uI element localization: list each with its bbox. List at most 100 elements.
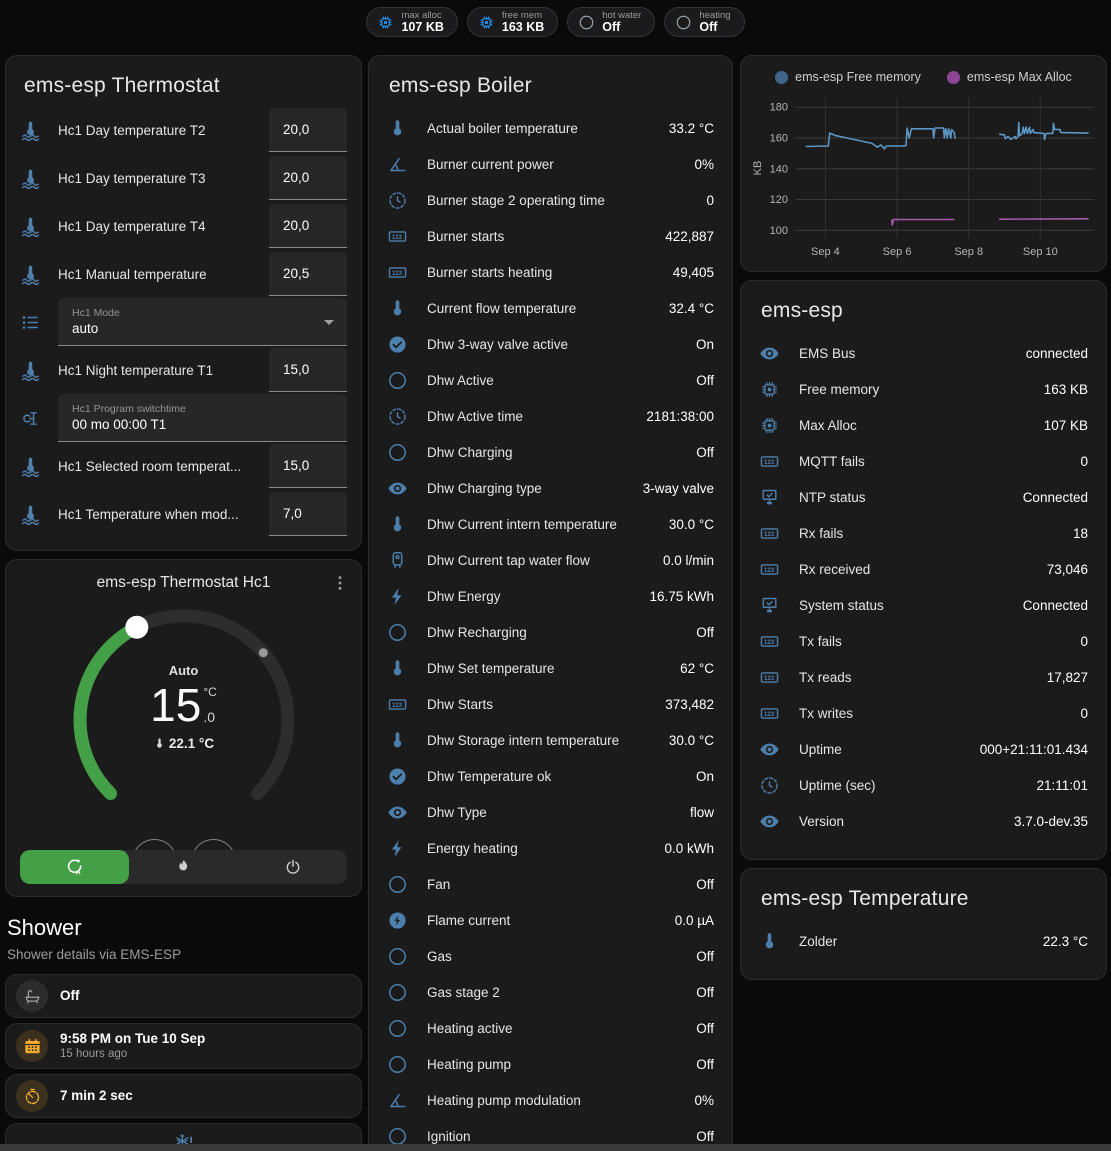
- entity-row[interactable]: Dhw Charging type 3-way valve: [387, 470, 714, 506]
- entity-row[interactable]: Max Alloc 107 KB: [759, 407, 1088, 443]
- circle-icon: [387, 1018, 427, 1039]
- entity-row[interactable]: Dhw Energy 16.75 kWh: [387, 578, 714, 614]
- svg-text:Sep 6: Sep 6: [883, 246, 912, 258]
- entity-row[interactable]: Tx reads 17,827: [759, 659, 1088, 695]
- number-input[interactable]: 20,0: [269, 108, 347, 152]
- mode-heat-button[interactable]: [129, 850, 238, 884]
- shower-state-card[interactable]: Off: [5, 974, 362, 1018]
- input-value: auto: [72, 321, 99, 336]
- entity-row[interactable]: Tx writes 0: [759, 695, 1088, 731]
- entity-row[interactable]: Flame current 0.0 µA: [387, 902, 714, 938]
- entity-label: Dhw Set temperature: [427, 660, 555, 676]
- target-temperature: 15: [150, 679, 202, 731]
- legend-item[interactable]: ems-esp Free memory: [775, 70, 921, 84]
- entity-row[interactable]: System status Connected: [759, 587, 1088, 623]
- entity-row[interactable]: Current flow temperature 32.4 °C: [387, 290, 714, 326]
- entity-row[interactable]: Dhw Starts 373,482: [387, 686, 714, 722]
- entity-row[interactable]: Rx received 73,046: [759, 551, 1088, 587]
- entity-row[interactable]: NTP status Connected: [759, 479, 1088, 515]
- entity-row[interactable]: Version 3.7.0-dev.35: [759, 803, 1088, 839]
- number-input[interactable]: 7,0: [269, 492, 347, 536]
- shower-section-subtitle: Shower details via EMS-ESP: [7, 947, 182, 962]
- circle-icon: [387, 622, 427, 643]
- entity-row[interactable]: Tx fails 0: [759, 623, 1088, 659]
- horizontal-scrollbar[interactable]: [0, 1144, 1111, 1151]
- entity-row[interactable]: Dhw Charging Off: [387, 434, 714, 470]
- hvac-mode-row: [20, 850, 347, 884]
- entity-row[interactable]: Heating pump modulation 0%: [387, 1082, 714, 1118]
- entity-row[interactable]: Free memory 163 KB: [759, 371, 1088, 407]
- entity-row[interactable]: MQTT fails 0: [759, 443, 1088, 479]
- entity-row[interactable]: Burner starts heating 49,405: [387, 254, 714, 290]
- entity-row[interactable]: EMS Bus connected: [759, 335, 1088, 371]
- entity-row[interactable]: Burner stage 2 operating time 0: [387, 182, 714, 218]
- mode-select[interactable]: Hc1 Mode auto: [58, 298, 347, 346]
- entity-row[interactable]: Uptime (sec) 21:11:01: [759, 767, 1088, 803]
- entity-row[interactable]: Dhw Type flow: [387, 794, 714, 830]
- legend-label: ems-esp Max Alloc: [966, 70, 1072, 84]
- number-input[interactable]: 20,5: [269, 252, 347, 296]
- shower-last-time-card[interactable]: 9:58 PM on Tue 10 Sep 15 hours ago: [5, 1023, 362, 1069]
- entity-label: Dhw Energy: [427, 588, 501, 604]
- entity-row[interactable]: Energy heating 0.0 kWh: [387, 830, 714, 866]
- entity-label: Hc1 Selected room temperat...: [58, 458, 242, 474]
- entity-value: 3-way valve: [642, 480, 714, 496]
- entity-row[interactable]: Gas Off: [387, 938, 714, 974]
- entity-row[interactable]: Dhw 3-way valve active On: [387, 326, 714, 362]
- entity-row[interactable]: Actual boiler temperature 33.2 °C: [387, 110, 714, 146]
- counter-icon: [759, 451, 799, 472]
- chip-free-mem[interactable]: free mem 163 KB: [466, 7, 559, 37]
- shower-last-time-relative: 15 hours ago: [60, 1048, 128, 1060]
- flame-icon: [175, 858, 193, 876]
- entity-row[interactable]: Fan Off: [387, 866, 714, 902]
- entity-row[interactable]: Dhw Current tap water flow 0.0 l/min: [387, 542, 714, 578]
- entity-label: Hc1 Temperature when mod...: [58, 506, 239, 522]
- entity-row[interactable]: Dhw Active time 2181:38:00: [387, 398, 714, 434]
- kebab-menu-button[interactable]: [327, 570, 353, 596]
- mode-auto-button[interactable]: [20, 850, 129, 884]
- entity-row[interactable]: Heating active Off: [387, 1010, 714, 1046]
- entity-row[interactable]: Uptime 000+21:11:01.434: [759, 731, 1088, 767]
- chip-hot-water[interactable]: hot water Off: [567, 7, 656, 37]
- entity-row[interactable]: Dhw Storage intern temperature 30.0 °C: [387, 722, 714, 758]
- entity-value: Off: [696, 444, 714, 460]
- entity-row[interactable]: Dhw Recharging Off: [387, 614, 714, 650]
- dial-readout: Auto 15 °C .0 22.1 °C: [62, 598, 306, 842]
- entity-label: Tx fails: [799, 633, 842, 649]
- chip-max-alloc[interactable]: max alloc 107 KB: [366, 7, 458, 37]
- thermometer-icon: [759, 931, 799, 952]
- dial-handle[interactable]: [124, 615, 148, 639]
- circle-icon: [387, 442, 427, 463]
- chip-icon: [759, 379, 799, 400]
- entity-row[interactable]: Dhw Current intern temperature 30.0 °C: [387, 506, 714, 542]
- entity-row[interactable]: Dhw Set temperature 62 °C: [387, 650, 714, 686]
- entity-value: 22.3 °C: [1042, 933, 1088, 949]
- entity-row[interactable]: Rx fails 18: [759, 515, 1088, 551]
- number-input[interactable]: 15,0: [269, 348, 347, 392]
- number-input[interactable]: 20,0: [269, 156, 347, 200]
- mode-off-button[interactable]: [238, 850, 347, 884]
- entity-row[interactable]: Dhw Active Off: [387, 362, 714, 398]
- entity-row[interactable]: Burner starts 422,887: [387, 218, 714, 254]
- entity-label: Actual boiler temperature: [427, 120, 578, 136]
- entity-value: 30.0 °C: [668, 732, 714, 748]
- entity-row[interactable]: Ignition Off: [387, 1118, 714, 1151]
- series-0-line: [805, 127, 956, 150]
- entity-value: 33.2 °C: [668, 120, 714, 136]
- entity-row[interactable]: Heating pump Off: [387, 1046, 714, 1082]
- entity-row[interactable]: Burner current power 0%: [387, 146, 714, 182]
- top-chip-bar: max alloc 107 KB free mem 163 KB hot water…: [0, 7, 1111, 37]
- angle-icon: [387, 1090, 427, 1111]
- legend-item[interactable]: ems-esp Max Alloc: [946, 70, 1072, 84]
- text-input[interactable]: Hc1 Program switchtime 00 mo 00:00 T1: [58, 394, 347, 442]
- list-icon: [20, 312, 58, 333]
- entity-row[interactable]: Dhw Temperature ok On: [387, 758, 714, 794]
- chip-heating[interactable]: heating Off: [664, 7, 745, 37]
- shower-duration-card[interactable]: 7 min 2 sec: [5, 1074, 362, 1118]
- entity-row[interactable]: Zolder 22.3 °C: [759, 923, 1088, 959]
- entity-value: 0: [706, 192, 714, 208]
- number-input[interactable]: 20,0: [269, 204, 347, 248]
- number-input[interactable]: 15,0: [269, 444, 347, 488]
- boiler-card: ems-esp Boiler Actual boiler temperature…: [368, 55, 733, 1151]
- entity-row[interactable]: Gas stage 2 Off: [387, 974, 714, 1010]
